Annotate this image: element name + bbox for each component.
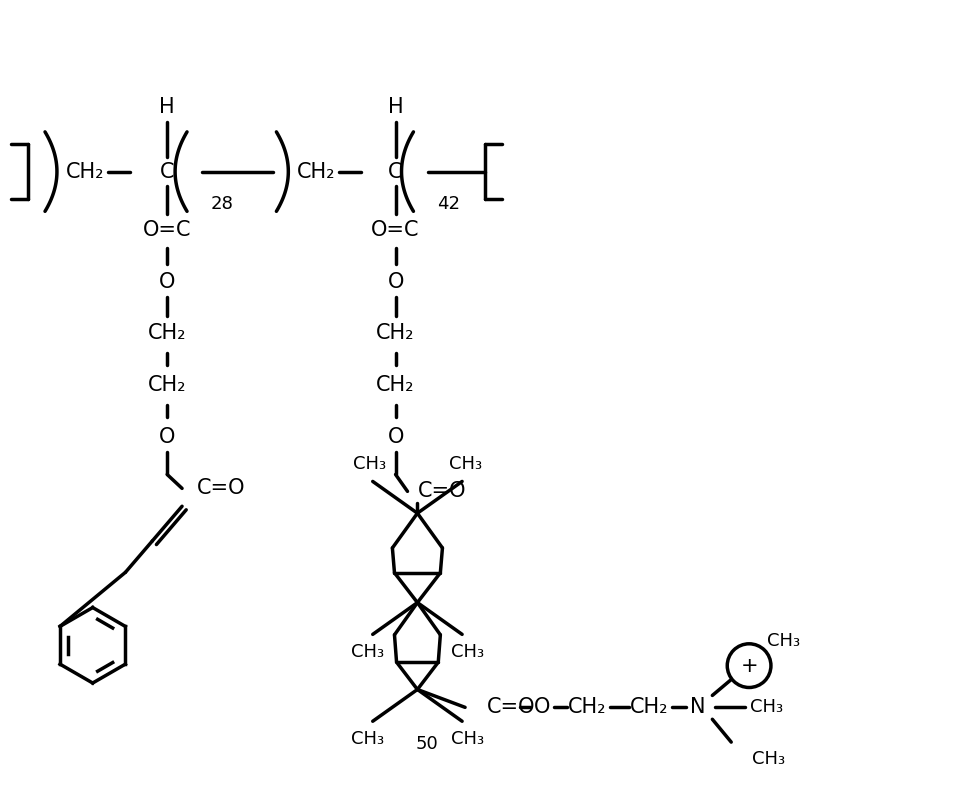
Text: C=O: C=O [196, 478, 245, 498]
Text: O: O [534, 698, 550, 718]
Text: CH₂: CH₂ [629, 698, 667, 718]
Text: CH₂: CH₂ [567, 698, 606, 718]
Text: O: O [159, 272, 175, 292]
Text: O: O [159, 426, 175, 446]
Text: CH₃: CH₃ [450, 643, 483, 662]
Text: O: O [387, 426, 403, 446]
Text: 28: 28 [210, 195, 233, 214]
Text: CH₂: CH₂ [66, 162, 104, 182]
Text: CH₂: CH₂ [148, 323, 186, 343]
Text: 42: 42 [436, 195, 459, 214]
Text: 50: 50 [416, 735, 438, 753]
Text: O=C: O=C [371, 220, 419, 240]
Text: H: H [387, 97, 403, 117]
Text: C: C [388, 162, 402, 182]
Text: C=O: C=O [486, 698, 535, 718]
Text: O: O [387, 272, 403, 292]
Text: CH₃: CH₃ [750, 698, 782, 716]
Text: CH₃: CH₃ [351, 730, 384, 748]
Text: C: C [160, 162, 174, 182]
Text: CH₃: CH₃ [450, 730, 483, 748]
Text: CH₃: CH₃ [752, 750, 784, 768]
Text: CH₂: CH₂ [375, 323, 415, 343]
Text: CH₂: CH₂ [375, 375, 415, 395]
Text: CH₂: CH₂ [296, 162, 335, 182]
Text: CH₃: CH₃ [353, 454, 386, 473]
Text: CH₃: CH₃ [448, 454, 481, 473]
Text: CH₃: CH₃ [766, 632, 800, 650]
Text: +: + [740, 656, 757, 676]
Text: H: H [159, 97, 174, 117]
Text: CH₂: CH₂ [148, 375, 186, 395]
Text: CH₃: CH₃ [351, 643, 384, 662]
Text: N: N [689, 698, 704, 718]
Text: C=O: C=O [417, 482, 465, 502]
Text: O=C: O=C [143, 220, 192, 240]
